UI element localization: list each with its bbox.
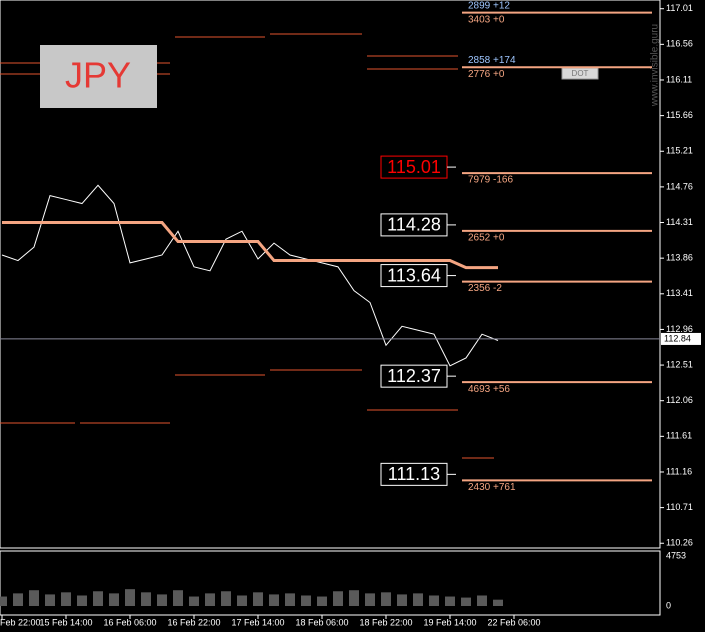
y-tick-label: 117.01	[666, 3, 693, 13]
level-box-label: 113.64	[387, 265, 441, 285]
volume-bar	[237, 595, 247, 606]
volume-tick-label: 4753	[666, 550, 686, 560]
volume-bar	[157, 594, 167, 606]
x-tick-label: 16 Feb 22:00	[167, 617, 220, 627]
y-tick-label: 110.26	[666, 538, 693, 548]
volume-bar	[493, 599, 503, 606]
volume-bar	[61, 592, 71, 606]
volume-bar	[13, 593, 23, 606]
volume-bar	[253, 592, 263, 606]
y-tick-label: 110.71	[666, 502, 693, 512]
volume-bar	[29, 590, 39, 606]
x-tick-label: 16 Feb 06:00	[103, 617, 156, 627]
volume-bar	[429, 595, 439, 606]
y-tick-label: 115.66	[666, 110, 693, 120]
average-line	[2, 221, 498, 270]
volume-bar	[301, 595, 311, 606]
y-tick-label: 112.51	[666, 359, 693, 369]
level-note: 2430 +761	[468, 482, 516, 493]
y-tick-label: 114.31	[666, 217, 693, 227]
volume-bar	[397, 594, 407, 606]
level-box-label: 111.13	[388, 464, 440, 484]
volume-bar	[365, 593, 375, 606]
dot-button-label[interactable]: DOT	[572, 69, 589, 78]
y-tick-label: 111.61	[666, 431, 692, 441]
volume-bar	[93, 591, 103, 606]
x-tick-label: 19 Feb 14:00	[423, 617, 476, 627]
level-box-label: 114.28	[387, 215, 441, 235]
level-note: 2356 -2	[468, 283, 502, 294]
volume-bar	[125, 589, 135, 606]
y-tick-label: 113.86	[666, 253, 693, 263]
volume-bar	[141, 592, 151, 606]
level-note: 2652 +0	[468, 233, 505, 244]
volume-frame	[0, 550, 661, 616]
volume-bar	[205, 593, 215, 606]
level-note: 2776 +0	[468, 69, 505, 80]
level-note-above: 2899 +12	[468, 0, 510, 11]
volume-bar	[317, 596, 327, 606]
volume-bar	[221, 591, 231, 606]
symbol-box	[40, 45, 157, 108]
volume-bar	[269, 594, 279, 606]
y-tick-label: 114.76	[666, 181, 693, 191]
volume-bar	[333, 591, 343, 606]
volume-bar	[173, 590, 183, 606]
y-tick-label: 112.96	[666, 324, 693, 334]
x-tick-label: 22 Feb 06:00	[487, 617, 540, 627]
last-price-label: 112.84	[664, 333, 691, 343]
x-tick-label: 15 Feb 14:00	[39, 617, 92, 627]
x-tick-label: Feb 22:00	[0, 617, 41, 627]
level-box-label: 115.01	[387, 157, 441, 177]
watermark: www.invisible.guru	[650, 24, 661, 107]
volume-bar	[461, 597, 471, 606]
x-tick-label: 17 Feb 14:00	[231, 617, 284, 627]
y-tick-label: 116.56	[666, 39, 693, 49]
level-note-above: 2858 +174	[468, 55, 516, 66]
last-price-box	[661, 332, 701, 345]
symbol-title: JPY	[65, 55, 131, 96]
level-note: 7979 -166	[468, 175, 513, 186]
volume-bar	[77, 595, 87, 606]
volume-bar	[45, 594, 55, 606]
volume-tick-label: 0	[666, 600, 671, 610]
volume-bar	[285, 593, 295, 606]
x-tick-label: 18 Feb 22:00	[359, 617, 412, 627]
y-tick-label: 111.16	[666, 466, 692, 476]
x-tick-label: 18 Feb 06:00	[295, 617, 348, 627]
volume-bar	[109, 593, 119, 606]
volume-bar	[477, 595, 487, 606]
y-tick-label: 116.11	[666, 74, 692, 84]
level-note: 4693 +56	[468, 384, 510, 395]
volume-bar	[381, 592, 391, 606]
y-tick-label: 112.06	[666, 395, 693, 405]
y-tick-label: 115.21	[666, 146, 693, 156]
volume-bar	[349, 590, 359, 606]
volume-bar	[189, 596, 199, 606]
level-box-label: 112.37	[387, 366, 441, 386]
volume-bar	[413, 593, 423, 606]
volume-bar	[0, 596, 7, 606]
volume-bar	[445, 596, 455, 606]
price-line	[1, 184, 499, 367]
y-tick-label: 113.41	[666, 288, 693, 298]
level-note: 3403 +0	[468, 14, 505, 25]
